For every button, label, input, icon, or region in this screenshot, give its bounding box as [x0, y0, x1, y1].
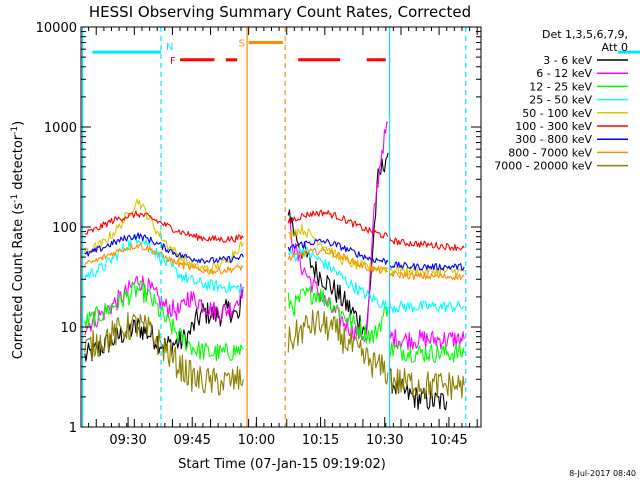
legend-label-0: 3 - 6 keV: [543, 54, 592, 67]
y-tick-label-1: 10: [60, 321, 77, 336]
legend-label-5: 100 - 300 keV: [515, 120, 592, 133]
y-tick-label-3: 1000: [44, 121, 77, 136]
x-axis-label: Start Time (07-Jan-15 09:19:02): [178, 457, 386, 472]
legend-header-2: Att 0: [602, 41, 628, 54]
y-tick-label-4: 10000: [36, 21, 77, 36]
series-line-8-segment-0: [84, 311, 244, 396]
footer-date: 8-Jul-2017 08:40: [569, 469, 636, 478]
y-axis-label-sup2: -1: [10, 126, 20, 135]
flag-layer: NF S: [81, 27, 640, 427]
legend-header-1: Det 1,3,5,6,7,9,: [542, 28, 628, 41]
x-tick-label-5: 10:45: [430, 433, 467, 448]
legend-label-2: 12 - 25 keV: [529, 80, 592, 93]
series-line-6-segment-1: [287, 238, 389, 265]
series-line-1-segment-0: [84, 275, 244, 336]
series-line-2-segment-2: [389, 342, 465, 364]
axes: 09:30 09:45 10:00 10:15 10:30 10:45 1 10 100 1000…: [36, 21, 482, 448]
flag-label-S: S: [239, 38, 245, 49]
series-line-4-segment-0: [84, 198, 244, 274]
legend-label-1: 6 - 12 keV: [536, 67, 592, 80]
series-line-0-segment-1: [287, 152, 389, 336]
series-layer: [84, 121, 465, 411]
series-line-7-segment-0: [84, 243, 244, 275]
y-tick-label-0: 1: [69, 421, 77, 436]
series-line-4-segment-1: [288, 224, 389, 274]
x-tick-label-0: 09:30: [109, 433, 146, 448]
plot-area: [81, 27, 481, 427]
x-tick-label-3: 10:15: [302, 433, 339, 448]
flag-label-F: F: [170, 56, 176, 67]
series-line-8-segment-2: [389, 367, 465, 401]
legend-label-4: 50 - 100 keV: [522, 107, 592, 120]
y-axis-label-end: ): [11, 121, 26, 126]
flag-label-N: N: [166, 42, 173, 53]
series-line-3-segment-2: [389, 300, 465, 314]
series-line-6-segment-0: [84, 232, 244, 264]
y-axis-label-main: Corrected Count Rate (s: [11, 203, 26, 360]
series-line-5-segment-0: [84, 210, 244, 243]
legend-label-6: 300 - 800 keV: [515, 133, 592, 146]
y-tick-label-2: 100: [52, 221, 77, 236]
series-line-6-segment-2: [389, 261, 465, 271]
y-axis-label-mid: detector: [11, 134, 26, 194]
series-line-8-segment-1: [287, 309, 389, 385]
y-axis-label: Corrected Count Rate (s-1 detector-1): [10, 121, 26, 359]
series-line-1-segment-2: [389, 328, 465, 350]
legend-label-7: 800 - 7000 keV: [508, 146, 592, 159]
legend-label-8: 7000 - 20000 keV: [494, 160, 592, 173]
x-tick-label-2: 10:00: [238, 433, 275, 448]
series-line-5-segment-1: [287, 209, 389, 239]
chart-title: HESSI Observing Summary Count Rates, Cor…: [89, 3, 471, 21]
series-line-2-segment-0: [84, 280, 244, 362]
x-tick-label-1: 09:45: [173, 433, 210, 448]
series-line-5-segment-2: [389, 236, 465, 251]
series-line-7-segment-1: [287, 246, 389, 274]
plot-frame: [81, 27, 481, 427]
series-line-7-segment-2: [389, 270, 465, 281]
series-line-4-segment-2: [389, 264, 465, 277]
y-axis-label-sup1: -1: [10, 194, 20, 203]
series-line-3-segment-0: [84, 234, 244, 295]
series-line-2-segment-1: [287, 286, 389, 344]
legend-label-3: 25 - 50 keV: [529, 94, 592, 107]
x-tick-label-4: 10:30: [366, 433, 403, 448]
